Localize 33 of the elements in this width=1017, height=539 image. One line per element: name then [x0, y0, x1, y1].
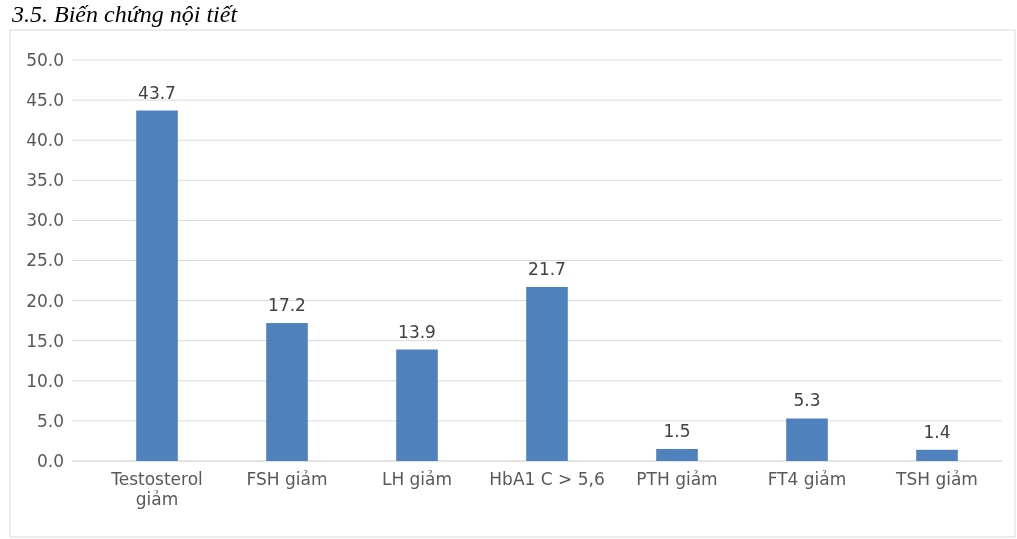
bar	[396, 349, 438, 461]
x-tick-label: Testosterol giảm	[110, 469, 203, 510]
data-label: 1.5	[663, 420, 691, 441]
bar	[656, 448, 698, 461]
y-tick-label: 25.0	[26, 250, 64, 271]
y-tick-label: 10.0	[26, 370, 64, 391]
y-tick-label: 50.0	[26, 49, 64, 70]
x-tick-label: LH giảm	[381, 469, 453, 490]
data-label: 13.9	[398, 321, 436, 342]
data-label: 1.4	[923, 421, 951, 442]
y-tick-label: 0.0	[36, 450, 64, 471]
data-label: 21.7	[528, 258, 566, 279]
data-label: 43.7	[138, 82, 176, 103]
x-tick-label: TSH giảm	[895, 469, 978, 490]
x-tick-label: PTH giảm	[636, 469, 718, 490]
chart-title: 3.5. Biến chứng nội tiết	[11, 1, 239, 27]
x-tick-label: FT4 giảm	[767, 469, 847, 490]
bar	[526, 286, 568, 461]
x-tick-label: FSH giảm	[246, 469, 328, 490]
y-tick-label: 15.0	[26, 330, 64, 351]
y-tick-label: 30.0	[26, 210, 64, 231]
y-tick-label: 5.0	[36, 410, 64, 431]
bar	[916, 449, 958, 461]
bar	[266, 323, 308, 461]
y-tick-label: 45.0	[26, 90, 64, 111]
x-tick-label: HbA1 C > 5,6	[489, 469, 605, 490]
y-tick-label: 20.0	[26, 290, 64, 311]
bar	[136, 110, 178, 461]
y-tick-label: 35.0	[26, 170, 64, 191]
data-label: 17.2	[268, 295, 306, 316]
y-tick-label: 40.0	[26, 130, 64, 151]
bar	[786, 418, 828, 461]
data-label: 5.3	[793, 390, 821, 411]
